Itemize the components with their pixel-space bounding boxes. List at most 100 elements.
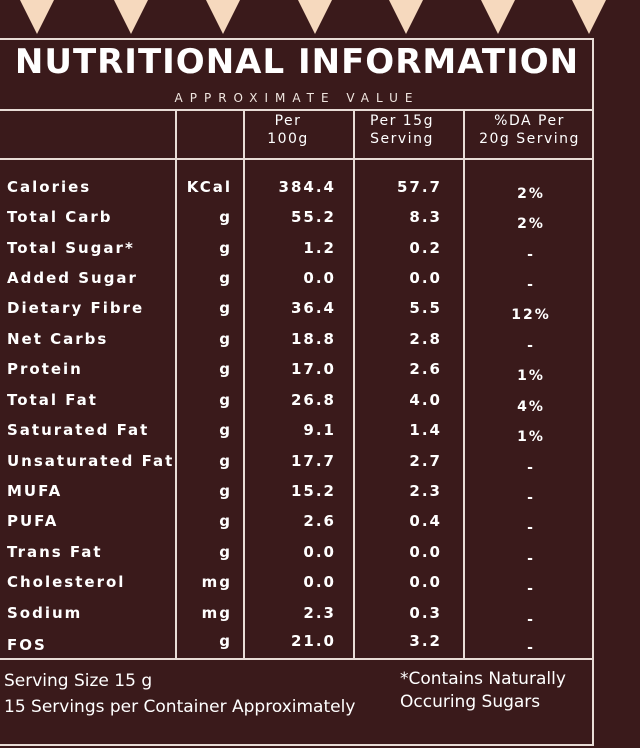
column-divider	[463, 109, 465, 660]
header-bottom-rule	[0, 158, 594, 160]
daily-allowance-percent: 2%	[517, 186, 545, 202]
column-header-line: %DA Per	[494, 113, 565, 129]
value-per-100g: 15.2	[290, 482, 336, 500]
nutrient-unit: g	[219, 632, 232, 650]
value-per-15g: 0.4	[409, 512, 442, 530]
serving-info: Serving Size 15 g 15 Servings per Contai…	[4, 668, 355, 720]
table-row: PUFA g 2.6 0.4 -	[0, 512, 594, 542]
value-per-100g: 1.2	[303, 239, 336, 257]
footnote-line: Occuring Sugars	[400, 692, 541, 712]
nutrient-unit: g	[219, 482, 232, 500]
triangle-shape	[389, 0, 423, 34]
table-row: Protein g 17.0 2.6 1%	[0, 360, 594, 390]
table-row: Net Carbs g 18.8 2.8 -	[0, 330, 594, 360]
table-row: Total Carb g 55.2 8.3 2%	[0, 208, 594, 238]
value-per-100g: 18.8	[290, 330, 336, 348]
daily-allowance-percent: -	[527, 277, 535, 293]
column-divider	[175, 109, 177, 660]
daily-allowance-percent: -	[527, 520, 535, 536]
nutrient-name: Cholesterol	[7, 573, 126, 591]
nutrition-panel	[0, 38, 594, 746]
page-subtitle: APPROXIMATE VALUE	[174, 91, 420, 105]
table-row: Sodium mg 2.3 0.3 -	[0, 604, 594, 634]
value-per-100g: 55.2	[290, 208, 336, 226]
value-per-100g: 0.0	[303, 543, 336, 561]
daily-allowance-percent: -	[527, 460, 535, 476]
daily-allowance-percent: 2%	[517, 216, 545, 232]
daily-allowance-percent: -	[527, 640, 535, 656]
nutrient-unit: g	[219, 360, 232, 378]
nutrient-unit: g	[219, 299, 232, 317]
daily-allowance-percent: -	[527, 551, 535, 567]
daily-allowance-percent: -	[527, 581, 535, 597]
nutrient-name: Total Fat	[7, 391, 98, 409]
footnote-line: *Contains Naturally	[400, 669, 566, 689]
column-header-line: 20g Serving	[479, 131, 580, 147]
nutrient-unit: g	[219, 452, 232, 470]
nutrient-unit: g	[219, 391, 232, 409]
nutrient-unit: mg	[201, 573, 232, 591]
value-per-15g: 3.2	[409, 632, 442, 650]
table-row: Total Sugar* g 1.2 0.2 -	[0, 239, 594, 269]
table-row: Unsaturated Fat g 17.7 2.7 -	[0, 452, 594, 482]
nutrient-unit: g	[219, 208, 232, 226]
nutrient-unit: g	[219, 421, 232, 439]
table-row: Saturated Fat g 9.1 1.4 1%	[0, 421, 594, 451]
triangle-shape	[206, 0, 240, 34]
daily-allowance-percent: -	[527, 490, 535, 506]
value-per-15g: 57.7	[396, 178, 442, 196]
value-per-15g: 2.6	[409, 360, 442, 378]
triangle-shape	[298, 0, 332, 34]
nutrient-unit: g	[219, 512, 232, 530]
value-per-15g: 0.0	[409, 573, 442, 591]
table-row: Added Sugar g 0.0 0.0 -	[0, 269, 594, 299]
daily-allowance-percent: 4%	[517, 399, 545, 415]
column-divider	[243, 109, 245, 660]
value-per-100g: 17.7	[290, 452, 336, 470]
daily-allowance-percent: 1%	[517, 368, 545, 384]
daily-allowance-percent: -	[527, 612, 535, 628]
nutrient-name: Total Sugar*	[7, 239, 135, 257]
nutrient-name: Added Sugar	[7, 269, 138, 287]
column-header-daily-allowance: %DA Per 20g Serving	[465, 112, 594, 148]
value-per-100g: 2.6	[303, 512, 336, 530]
table-row: Calories KCal 384.4 57.7 2%	[0, 178, 594, 208]
nutrient-name: Calories	[7, 178, 92, 196]
table-row: Dietary Fibre g 36.4 5.5 12%	[0, 299, 594, 329]
value-per-100g: 0.0	[303, 573, 336, 591]
daily-allowance-percent: 1%	[517, 429, 545, 445]
daily-allowance-percent: -	[527, 247, 535, 263]
top-triangle-decoration	[20, 0, 606, 34]
triangle-shape	[20, 0, 54, 34]
nutrient-name: Total Carb	[7, 208, 113, 226]
nutrient-name: FOS	[7, 636, 47, 654]
value-per-15g: 1.4	[409, 421, 442, 439]
value-per-100g: 9.1	[303, 421, 336, 439]
column-divider	[353, 109, 355, 660]
value-per-15g: 8.3	[409, 208, 442, 226]
nutrient-unit: g	[219, 330, 232, 348]
value-per-100g: 17.0	[290, 360, 336, 378]
sugar-footnote: *Contains Naturally Occuring Sugars	[400, 668, 566, 714]
table-row: MUFA g 15.2 2.3 -	[0, 482, 594, 512]
nutrient-name: Sodium	[7, 604, 83, 622]
value-per-15g: 0.3	[409, 604, 442, 622]
table-row: Trans Fat g 0.0 0.0 -	[0, 543, 594, 573]
header-top-rule	[0, 109, 594, 111]
column-header-line: Per	[274, 113, 302, 129]
value-per-15g: 2.7	[409, 452, 442, 470]
value-per-100g: 26.8	[290, 391, 336, 409]
nutrient-name: Protein	[7, 360, 83, 378]
value-per-15g: 0.2	[409, 239, 442, 257]
column-header-line: Serving	[370, 131, 434, 147]
value-per-100g: 384.4	[278, 178, 336, 196]
nutrient-name: Unsaturated Fat	[7, 452, 175, 470]
daily-allowance-percent: -	[527, 338, 535, 354]
column-header-line: Per 15g	[370, 113, 434, 129]
value-per-15g: 4.0	[409, 391, 442, 409]
nutrient-unit: mg	[201, 604, 232, 622]
value-per-15g: 0.0	[409, 543, 442, 561]
nutrient-unit: KCal	[186, 178, 232, 196]
value-per-100g: 0.0	[303, 269, 336, 287]
value-per-15g: 5.5	[409, 299, 442, 317]
